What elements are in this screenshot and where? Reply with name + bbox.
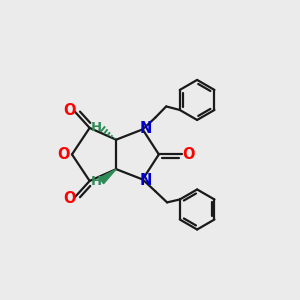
Text: N: N <box>140 121 152 136</box>
Text: O: O <box>63 103 76 118</box>
Text: O: O <box>58 147 70 162</box>
Text: O: O <box>63 191 76 206</box>
Text: H: H <box>91 175 102 188</box>
Polygon shape <box>99 169 116 184</box>
Text: O: O <box>183 147 195 162</box>
Text: N: N <box>140 173 152 188</box>
Text: H: H <box>91 121 102 134</box>
